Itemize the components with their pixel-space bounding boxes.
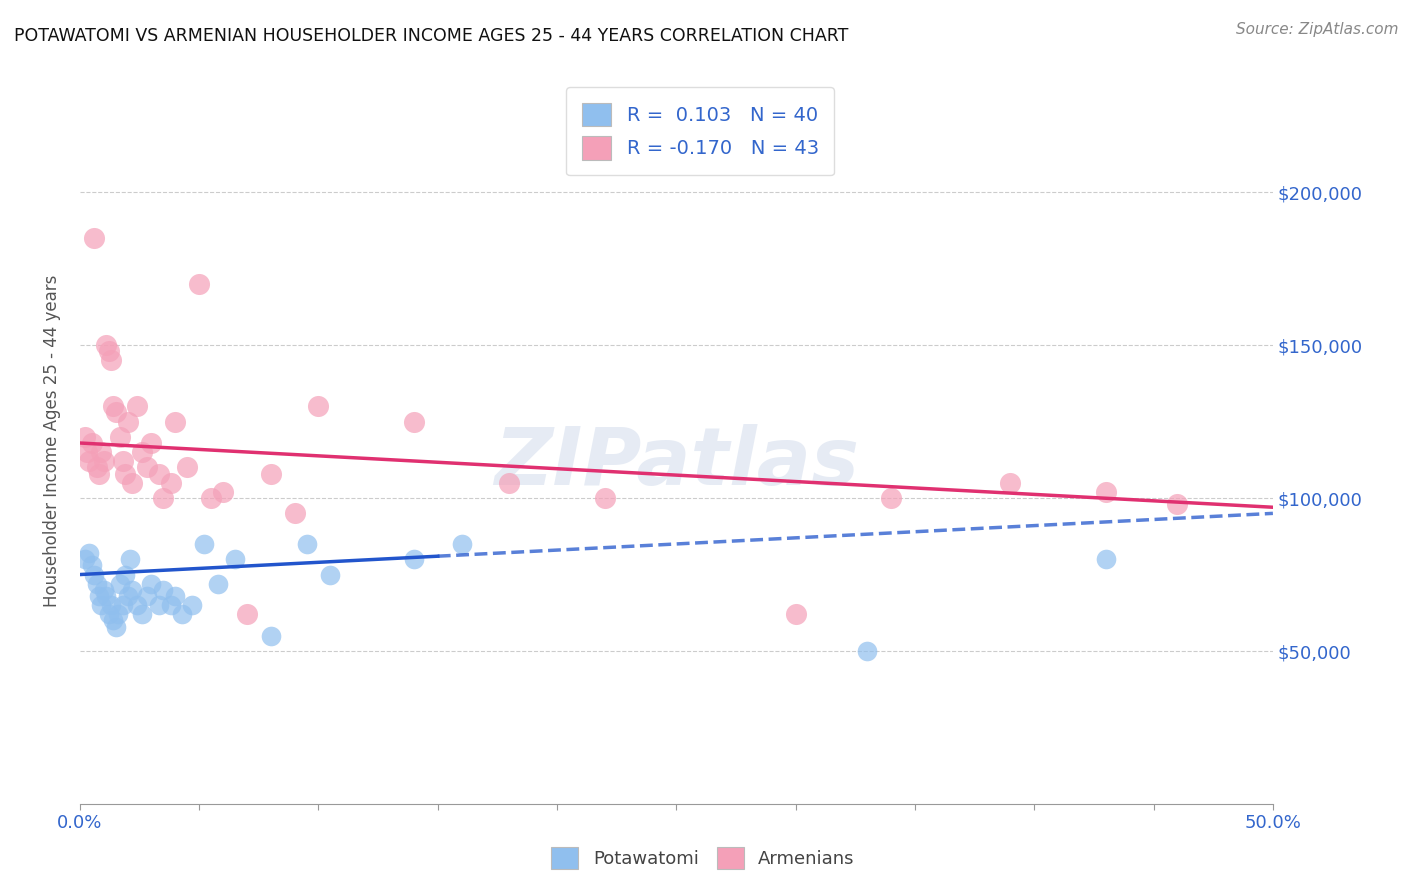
Point	[100, 353, 122, 368]
Point	[94, 589, 117, 603]
Point	[402, 552, 425, 566]
Point	[111, 454, 134, 468]
Point	[104, 619, 127, 633]
Point	[152, 491, 174, 505]
Point	[107, 607, 129, 622]
Point	[135, 589, 157, 603]
Point	[284, 507, 307, 521]
Point	[165, 415, 187, 429]
Point	[80, 558, 103, 573]
Point	[80, 436, 103, 450]
Point	[93, 454, 115, 468]
Point	[79, 454, 101, 468]
Legend: R =  0.103   N = 40, R = -0.170   N = 43: R = 0.103 N = 40, R = -0.170 N = 43	[567, 87, 834, 176]
Point	[135, 460, 157, 475]
Point	[90, 598, 112, 612]
Point	[73, 552, 96, 566]
Point	[110, 576, 132, 591]
Point	[110, 430, 132, 444]
Point	[104, 405, 127, 419]
Point	[79, 546, 101, 560]
Y-axis label: Householder Income Ages 25 - 44 years: Householder Income Ages 25 - 44 years	[44, 275, 60, 607]
Point	[111, 598, 134, 612]
Point	[188, 277, 211, 291]
Point	[308, 399, 330, 413]
Point	[319, 567, 342, 582]
Point	[103, 614, 125, 628]
Point	[1166, 497, 1188, 511]
Legend: Potawatomi, Armenians: Potawatomi, Armenians	[544, 839, 862, 876]
Point	[114, 567, 136, 582]
Point	[121, 582, 143, 597]
Point	[176, 460, 198, 475]
Point	[224, 552, 246, 566]
Point	[785, 607, 807, 622]
Point	[121, 475, 143, 490]
Point	[236, 607, 259, 622]
Point	[100, 598, 122, 612]
Point	[152, 582, 174, 597]
Point	[172, 607, 194, 622]
Point	[181, 598, 204, 612]
Point	[94, 338, 117, 352]
Point	[83, 231, 105, 245]
Point	[295, 537, 318, 551]
Point	[117, 589, 139, 603]
Point	[212, 485, 235, 500]
Point	[1000, 475, 1022, 490]
Point	[593, 491, 616, 505]
Text: ZIPatlas: ZIPatlas	[494, 424, 859, 501]
Point	[260, 467, 283, 481]
Point	[450, 537, 472, 551]
Point	[498, 475, 520, 490]
Point	[83, 567, 105, 582]
Point	[856, 644, 879, 658]
Point	[165, 589, 187, 603]
Point	[131, 607, 153, 622]
Point	[103, 399, 125, 413]
Point	[148, 467, 170, 481]
Text: Source: ZipAtlas.com: Source: ZipAtlas.com	[1236, 22, 1399, 37]
Point	[86, 576, 108, 591]
Point	[118, 552, 141, 566]
Point	[141, 576, 163, 591]
Point	[73, 430, 96, 444]
Point	[97, 607, 120, 622]
Point	[193, 537, 215, 551]
Point	[1095, 485, 1118, 500]
Point	[127, 598, 149, 612]
Point	[260, 629, 283, 643]
Point	[117, 415, 139, 429]
Point	[131, 445, 153, 459]
Point	[148, 598, 170, 612]
Point	[200, 491, 222, 505]
Point	[880, 491, 903, 505]
Point	[402, 415, 425, 429]
Point	[97, 344, 120, 359]
Point	[87, 589, 110, 603]
Point	[76, 445, 98, 459]
Point	[127, 399, 149, 413]
Point	[86, 460, 108, 475]
Point	[141, 436, 163, 450]
Point	[93, 582, 115, 597]
Point	[159, 475, 181, 490]
Point	[90, 445, 112, 459]
Point	[207, 576, 229, 591]
Point	[159, 598, 181, 612]
Point	[114, 467, 136, 481]
Point	[87, 467, 110, 481]
Text: POTAWATOMI VS ARMENIAN HOUSEHOLDER INCOME AGES 25 - 44 YEARS CORRELATION CHART: POTAWATOMI VS ARMENIAN HOUSEHOLDER INCOM…	[14, 27, 848, 45]
Point	[1095, 552, 1118, 566]
